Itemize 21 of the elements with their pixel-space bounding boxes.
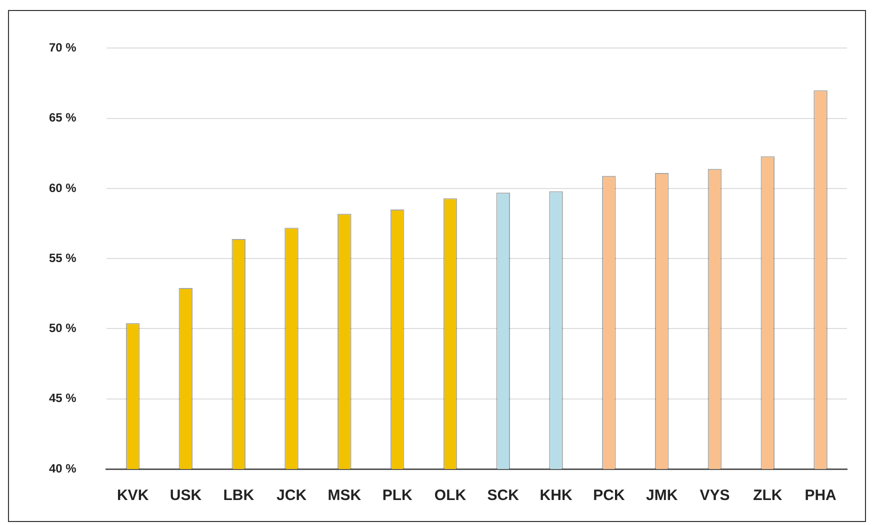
- x-tick-label: USK: [170, 487, 202, 504]
- y-tick-label: 40 %: [48, 461, 77, 476]
- x-tick-label: VYS: [700, 487, 730, 504]
- y-tick-label: 60 %: [48, 180, 77, 195]
- y-tick-label: 45 %: [48, 391, 77, 406]
- y-tick-label: 55 %: [48, 250, 77, 265]
- x-tick-label: OLK: [434, 487, 466, 504]
- x-tick-label: LBK: [223, 487, 254, 504]
- x-tick-label: KHK: [540, 487, 572, 504]
- x-tick-label: PLK: [382, 487, 412, 504]
- x-tick-label: JMK: [646, 487, 678, 504]
- y-tick-label: 50 %: [48, 321, 77, 336]
- x-tick-label: PCK: [593, 487, 625, 504]
- y-tick-label: 70 %: [48, 40, 77, 55]
- x-tick-label: PHA: [804, 487, 837, 504]
- x-tick-label: ZLK: [753, 487, 782, 504]
- x-tick-label: MSK: [328, 487, 362, 504]
- x-tick-label: JCK: [276, 487, 307, 504]
- x-tick-label: KVK: [116, 487, 149, 504]
- x-tick-label: SCK: [487, 487, 520, 504]
- y-tick-label: 65 %: [48, 110, 77, 125]
